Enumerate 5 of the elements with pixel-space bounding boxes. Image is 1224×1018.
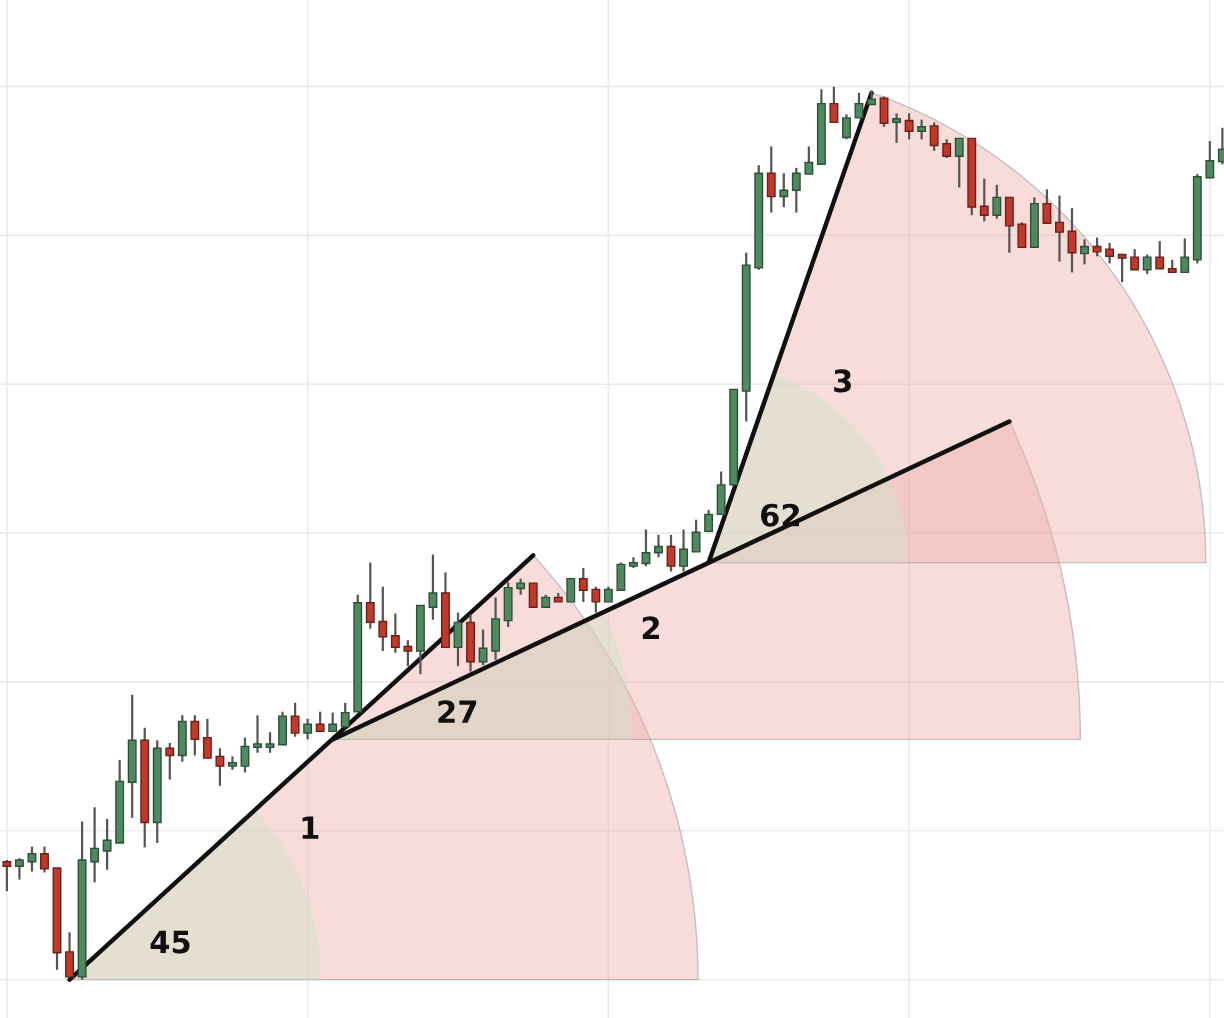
annotation: 3 (834, 369, 851, 393)
annotation: 27 (438, 700, 477, 723)
annotation: 45 (150, 930, 190, 954)
annotation: 2 (642, 616, 659, 639)
annotation: 1 (302, 816, 319, 839)
